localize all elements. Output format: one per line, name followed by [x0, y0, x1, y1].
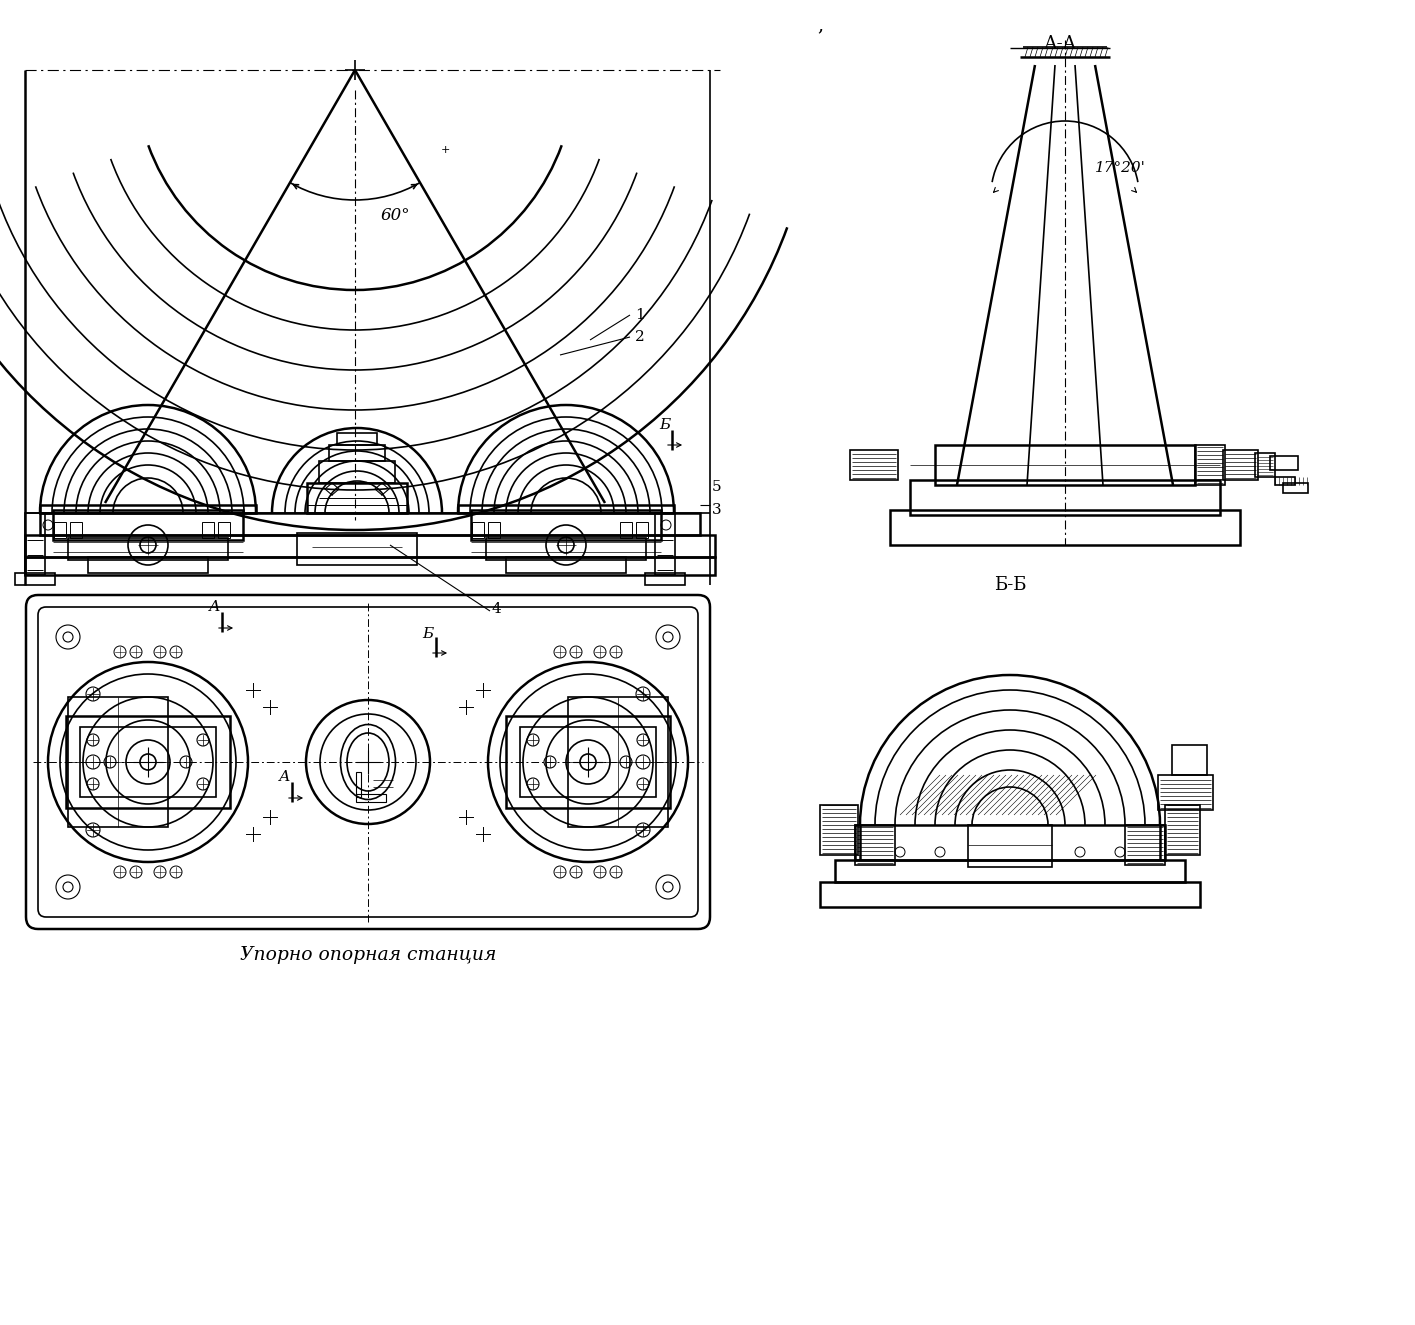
Bar [485, 538, 647, 560]
Bar [307, 484, 408, 513]
Text: +: + [440, 144, 450, 155]
Bar [1255, 453, 1275, 477]
Bar [1271, 456, 1298, 470]
Bar [473, 522, 484, 538]
Text: А-А: А-А [1043, 34, 1077, 53]
Bar [1157, 775, 1213, 810]
Bar [1165, 806, 1200, 855]
Bar [635, 522, 648, 538]
Bar [40, 513, 700, 535]
Bar [567, 697, 668, 827]
Bar [821, 882, 1200, 908]
Bar [458, 505, 674, 513]
Bar [68, 697, 168, 827]
Bar [1172, 745, 1207, 775]
Bar [1196, 445, 1225, 485]
Bar [318, 461, 395, 484]
Bar [25, 535, 715, 556]
Bar [68, 538, 228, 560]
Text: Б: Б [422, 627, 433, 641]
Text: А: А [279, 770, 290, 784]
Bar [337, 433, 376, 445]
Bar [519, 727, 657, 798]
Bar [81, 727, 216, 798]
Text: 60°: 60° [381, 207, 410, 224]
Bar [645, 572, 685, 586]
Bar [855, 825, 896, 865]
Bar [357, 794, 386, 802]
Bar [910, 480, 1220, 515]
Bar [297, 533, 417, 564]
Bar [835, 860, 1184, 882]
Bar [1125, 825, 1165, 865]
Text: Упорно опорная станция: Упорно опорная станция [239, 946, 497, 965]
Bar [507, 556, 625, 572]
Bar [218, 522, 231, 538]
Bar [890, 510, 1240, 545]
Bar [507, 716, 669, 808]
Bar [855, 825, 1165, 860]
Bar [40, 505, 256, 513]
Bar [471, 510, 661, 541]
Text: 3: 3 [712, 504, 722, 517]
Text: А: А [209, 600, 221, 613]
Bar [52, 510, 243, 541]
Bar [1223, 451, 1258, 480]
Text: 4: 4 [492, 602, 502, 616]
Bar [620, 522, 633, 538]
Bar [968, 825, 1051, 867]
Bar [69, 522, 82, 538]
Text: Б: Б [659, 417, 671, 432]
Bar [357, 772, 361, 798]
Bar [67, 716, 231, 808]
Bar [655, 513, 675, 575]
Bar [935, 445, 1196, 485]
Bar [16, 572, 55, 586]
Bar [25, 513, 45, 575]
Bar [202, 522, 214, 538]
Bar [821, 806, 857, 855]
Bar [330, 445, 385, 461]
Bar [54, 522, 67, 538]
Bar [850, 451, 899, 480]
Text: 2: 2 [635, 330, 645, 344]
Text: 1: 1 [635, 307, 645, 322]
Bar [88, 556, 208, 572]
Bar [25, 556, 715, 575]
Text: ,: , [816, 16, 824, 34]
Text: Б-Б: Б-Б [993, 576, 1026, 594]
Bar [1283, 484, 1307, 493]
Bar [1275, 477, 1295, 485]
Bar [488, 522, 499, 538]
Text: 17°20': 17°20' [1095, 162, 1146, 175]
Text: 5: 5 [712, 480, 722, 494]
